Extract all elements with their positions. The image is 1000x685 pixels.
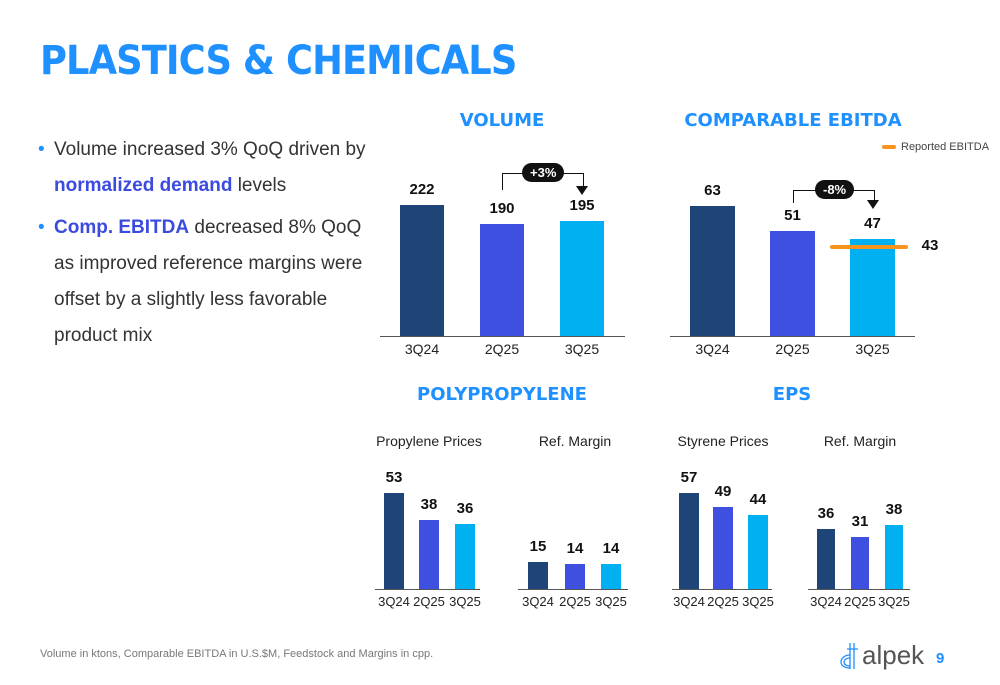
eps_prices-value-label: 49: [714, 482, 732, 500]
ebitda-category-label: 3Q24: [695, 341, 730, 357]
ebitda-bar-3Q24: [690, 206, 735, 336]
pp_prices-category-label: 3Q24: [378, 594, 410, 609]
eps_prices-bar-3Q25: [748, 515, 768, 589]
ebitda-value-label: 63: [704, 182, 721, 200]
legend-swatch: [882, 145, 896, 149]
footnote: Volume in ktons, Comparable EBITDA in U.…: [40, 648, 434, 660]
volume-change-pill: +3%: [522, 163, 565, 182]
pp_prices-category-label: 2Q25: [413, 594, 445, 609]
volume-title: VOLUME: [459, 110, 545, 131]
eps_margin-category-label: 3Q25: [878, 594, 910, 609]
bullet-text: levels: [232, 175, 287, 196]
ebitda-bar-2Q25: [770, 230, 815, 336]
eps_margin-bar-3Q25: [885, 525, 903, 589]
ebitda-category-label: 2Q25: [775, 341, 810, 357]
eps_margin-value-label: 38: [885, 501, 903, 519]
eps_margin-value-label: 31: [851, 512, 869, 530]
volume-bar-3Q24: [400, 205, 444, 336]
pp-margin-subtitle: Ref. Margin: [538, 433, 612, 449]
pp_prices-bar-2Q25: [419, 520, 439, 589]
eps_prices-value-label: 44: [749, 491, 767, 509]
reported-ebitda-value: 43: [921, 237, 939, 255]
eps_margin-bar-2Q25: [851, 536, 869, 589]
reported-ebitda-line: [830, 245, 908, 250]
volume-category-label: 2Q25: [484, 341, 520, 357]
alpek-logo: alpek: [838, 640, 924, 671]
legend-reported-ebitda: Reported EBITDA: [882, 141, 989, 153]
eps_prices-category-label: 3Q24: [673, 594, 705, 609]
legend-label: Reported EBITDA: [901, 141, 990, 153]
pp_margin-value-label: 14: [566, 539, 584, 557]
arrow-down-icon: [576, 186, 588, 195]
pp_margin-value-label: 15: [529, 537, 547, 555]
pp_margin-category-label: 3Q25: [595, 594, 627, 609]
bullet-volume: Volume increased 3% QoQ driven by normal…: [38, 132, 368, 204]
page-number: 9: [936, 650, 945, 667]
eps_margin-axis: [808, 589, 910, 590]
ebitda-value-label: 51: [784, 206, 801, 224]
volume-value-label: 190: [489, 199, 515, 217]
alpek-logo-text: alpek: [862, 640, 925, 670]
eps_prices-axis: [672, 589, 772, 590]
pp_prices-value-label: 38: [420, 496, 438, 514]
volume-category-label: 3Q24: [404, 341, 440, 357]
bullet-text: decreased 8% QoQ as improved reference m…: [54, 217, 363, 346]
pp_margin-axis: [518, 589, 628, 590]
eps_prices-category-label: 2Q25: [707, 594, 739, 609]
pp_prices-bar-3Q25: [455, 523, 475, 589]
ebitda-title: COMPARABLE EBITDA: [684, 110, 902, 131]
pp_prices-value-label: 53: [385, 469, 403, 487]
bullet-highlight: normalized demand: [54, 175, 233, 196]
ebitda-category-label: 3Q25: [855, 341, 890, 357]
eps_prices-bar-3Q24: [679, 493, 699, 589]
polypropylene-title: POLYPROPYLENE: [417, 384, 587, 405]
eps-margin-subtitle: Ref. Margin: [823, 433, 897, 449]
pp_margin-category-label: 2Q25: [559, 594, 591, 609]
pp_margin-category-label: 3Q24: [522, 594, 554, 609]
eps_prices-bar-2Q25: [713, 506, 733, 589]
bullet-list: Volume increased 3% QoQ driven by normal…: [38, 132, 368, 360]
alpek-logo-mark-icon: [840, 642, 858, 669]
pp_prices-value-label: 36: [456, 499, 474, 517]
volume-value-label: 195: [569, 196, 595, 214]
pp_prices-axis: [375, 589, 480, 590]
ebitda-value-label: 47: [864, 215, 881, 233]
arrow-down-icon: [867, 200, 879, 209]
eps_margin-value-label: 36: [817, 504, 835, 522]
pp_margin-bar-2Q25: [565, 563, 585, 589]
volume-bar-2Q25: [480, 223, 524, 336]
eps-title: EPS: [772, 384, 812, 405]
volume-axis: [380, 336, 625, 337]
eps_prices-value-label: 57: [680, 469, 698, 487]
volume-value-label: 222: [409, 181, 435, 199]
pp_margin-bar-3Q24: [528, 561, 548, 589]
eps_prices-category-label: 3Q25: [742, 594, 774, 609]
volume-category-label: 3Q25: [564, 341, 600, 357]
volume-bar-3Q25: [560, 220, 604, 336]
eps_margin-category-label: 3Q24: [810, 594, 842, 609]
ebitda-axis: [670, 336, 915, 337]
bullet-ebitda: Comp. EBITDA decreased 8% QoQ as improve…: [38, 210, 368, 354]
page-title: PLASTICS & CHEMICALS: [40, 38, 517, 84]
ebitda-change-pill: -8%: [815, 180, 855, 199]
pp_prices-category-label: 3Q25: [449, 594, 481, 609]
bullet-highlight: Comp. EBITDA: [54, 217, 190, 238]
pp_margin-value-label: 14: [602, 539, 620, 557]
eps_margin-bar-3Q24: [817, 528, 835, 589]
pp_prices-bar-3Q24: [384, 493, 404, 589]
eps-prices-subtitle: Styrene Prices: [677, 433, 769, 449]
ebitda-bar-3Q25: [850, 239, 895, 336]
pp_margin-bar-3Q25: [601, 563, 621, 589]
eps_margin-category-label: 2Q25: [844, 594, 876, 609]
pp-prices-subtitle: Propylene Prices: [376, 433, 482, 449]
bullet-text: Volume increased 3% QoQ driven by: [54, 139, 366, 160]
